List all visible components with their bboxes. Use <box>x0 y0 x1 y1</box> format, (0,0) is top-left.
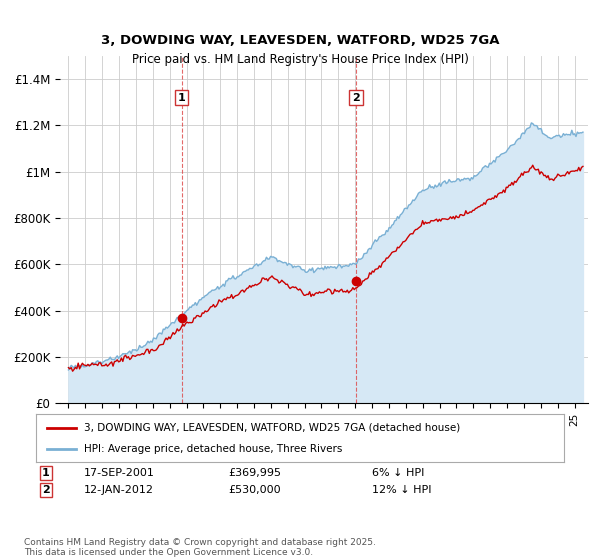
Text: 1: 1 <box>178 92 185 102</box>
Text: 2: 2 <box>352 92 360 102</box>
Text: Contains HM Land Registry data © Crown copyright and database right 2025.
This d: Contains HM Land Registry data © Crown c… <box>24 538 376 557</box>
Text: £530,000: £530,000 <box>228 485 281 495</box>
Text: 3, DOWDING WAY, LEAVESDEN, WATFORD, WD25 7GA: 3, DOWDING WAY, LEAVESDEN, WATFORD, WD25… <box>101 34 499 46</box>
Text: £369,995: £369,995 <box>228 468 281 478</box>
Text: 3, DOWDING WAY, LEAVESDEN, WATFORD, WD25 7GA (detached house): 3, DOWDING WAY, LEAVESDEN, WATFORD, WD25… <box>83 423 460 433</box>
Text: 2: 2 <box>42 485 50 495</box>
Text: 1: 1 <box>42 468 50 478</box>
Text: 12-JAN-2012: 12-JAN-2012 <box>84 485 154 495</box>
Text: 17-SEP-2001: 17-SEP-2001 <box>84 468 155 478</box>
Text: Price paid vs. HM Land Registry's House Price Index (HPI): Price paid vs. HM Land Registry's House … <box>131 53 469 66</box>
Text: 12% ↓ HPI: 12% ↓ HPI <box>372 485 431 495</box>
Text: HPI: Average price, detached house, Three Rivers: HPI: Average price, detached house, Thre… <box>83 444 342 454</box>
Text: 6% ↓ HPI: 6% ↓ HPI <box>372 468 424 478</box>
